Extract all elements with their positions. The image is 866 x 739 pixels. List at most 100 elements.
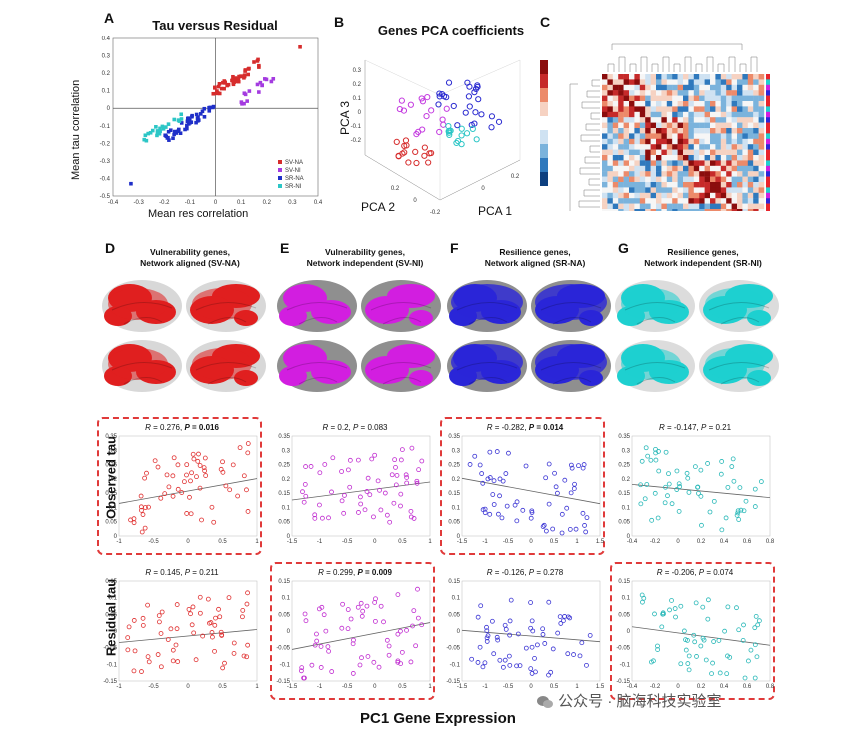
scatter-point — [227, 487, 233, 493]
panel-c-cell — [688, 101, 694, 107]
scatter-point — [534, 642, 540, 648]
panel-c-cell — [693, 84, 700, 91]
scatter-xtick: -1 — [116, 539, 122, 545]
panel-c-cell — [645, 160, 651, 166]
panel-b-ztick: 0 — [358, 110, 362, 116]
panel-a-point — [179, 112, 184, 117]
scatter-frame — [631, 580, 771, 682]
brain-region — [409, 310, 433, 326]
scatter-ytick: 0.15 — [105, 491, 117, 497]
panel-b-point — [423, 112, 430, 120]
scatter-point — [329, 669, 335, 674]
panel-a-ytick: -0.4 — [100, 176, 111, 182]
scatter-point — [546, 501, 552, 507]
scatter-point — [158, 631, 164, 636]
panel-a-point — [200, 109, 205, 114]
scatter-xtick: 0.2 — [697, 684, 706, 690]
panel-c-colorbar-segment — [540, 116, 548, 130]
scatter-point — [729, 464, 735, 469]
panel-c-row-label — [766, 101, 770, 107]
panel-c-cell — [666, 203, 673, 210]
scatter-point — [339, 625, 345, 631]
panel-a-point — [231, 82, 236, 87]
scatter-point — [212, 622, 218, 628]
panel-c-cell — [688, 128, 694, 134]
scatter-point — [533, 669, 538, 675]
scatter-point — [496, 511, 501, 517]
panel-c-cell — [726, 111, 732, 118]
panel-c-cell — [704, 182, 711, 188]
scatter-point — [367, 492, 373, 498]
scatter-point — [201, 465, 207, 471]
scatter-fit-line — [631, 626, 771, 646]
panel-a-point — [211, 105, 215, 110]
panel-c-cell — [618, 106, 624, 112]
panel-a-xtick: -0.4 — [108, 200, 119, 206]
panel-c-cell — [602, 117, 608, 123]
panel-c-cell — [726, 74, 732, 80]
panel-c-cell — [634, 138, 640, 145]
panel-c-cell — [737, 203, 743, 210]
panel-c-cell — [704, 111, 711, 118]
panel-c-cell — [634, 111, 640, 118]
scatter-point — [707, 509, 713, 515]
scatter-point — [669, 501, 675, 507]
panel-c-cell — [634, 128, 640, 134]
scatter-point — [144, 470, 149, 476]
scatter-point — [245, 642, 251, 648]
panel-b-point — [400, 107, 408, 114]
scatter-fit-line — [118, 478, 258, 504]
panel-c-cell — [666, 149, 673, 156]
panel-c-cell — [720, 95, 727, 102]
panel-a-ytick: 0.3 — [102, 54, 111, 60]
scatter-point — [717, 670, 723, 676]
panel-c-dendro-top — [717, 63, 725, 72]
panel-c-cell — [699, 133, 705, 139]
panel-c-cell — [753, 74, 759, 80]
panel-c-cell — [715, 128, 721, 134]
panel-c-colorbar-segment — [540, 60, 548, 74]
scatter-xtick: -1 — [317, 684, 323, 690]
panel-a-point — [155, 133, 159, 138]
panel-c-cell — [742, 171, 748, 177]
scatter-point — [705, 616, 711, 622]
scatter-point — [487, 475, 493, 480]
panel-c-cell — [747, 155, 754, 161]
panel-b-point — [471, 89, 478, 96]
panel-c-cell — [753, 149, 759, 156]
panel-b-point — [401, 149, 408, 156]
stat-p-symbol: P — [528, 423, 535, 432]
scatter-xtick: 0.6 — [743, 539, 752, 545]
scatter-point — [365, 654, 371, 659]
scatter-point — [695, 484, 700, 490]
panel-c-cell — [612, 203, 619, 210]
panel-c-cell — [742, 198, 748, 204]
brain-sulcus — [468, 377, 508, 385]
panel-c-cell — [715, 160, 721, 166]
scatter-point — [339, 469, 344, 474]
brain-title-line1: Resilience genes, — [667, 247, 739, 257]
panel-c-cell — [683, 176, 689, 183]
panel-c-cell — [666, 74, 673, 80]
panel-b-xtick: 0 — [481, 186, 485, 192]
scatter-point — [375, 478, 381, 484]
panel-c-cell — [758, 171, 765, 177]
scatter-point — [506, 450, 511, 456]
stat-p-symbol: P — [701, 423, 707, 432]
panel-c-cell — [645, 209, 651, 211]
panel-c-cell — [693, 74, 700, 80]
panel-b-point — [405, 159, 412, 166]
panel-a-point — [185, 119, 190, 124]
scatter-point — [414, 478, 420, 484]
scatter-point — [659, 624, 665, 630]
scatter-point — [686, 653, 692, 659]
scatter-xtick: -0.5 — [342, 539, 353, 545]
panel-c-cell — [612, 155, 619, 161]
panel-c-cell — [656, 187, 662, 193]
panel-c-cell — [661, 138, 667, 145]
scatter-point — [359, 613, 365, 619]
scatter-ytick: -0.1 — [280, 662, 291, 668]
scatter-ytick: 0.15 — [105, 579, 117, 585]
brain-region — [192, 348, 252, 380]
panel-c-cell — [666, 122, 673, 129]
